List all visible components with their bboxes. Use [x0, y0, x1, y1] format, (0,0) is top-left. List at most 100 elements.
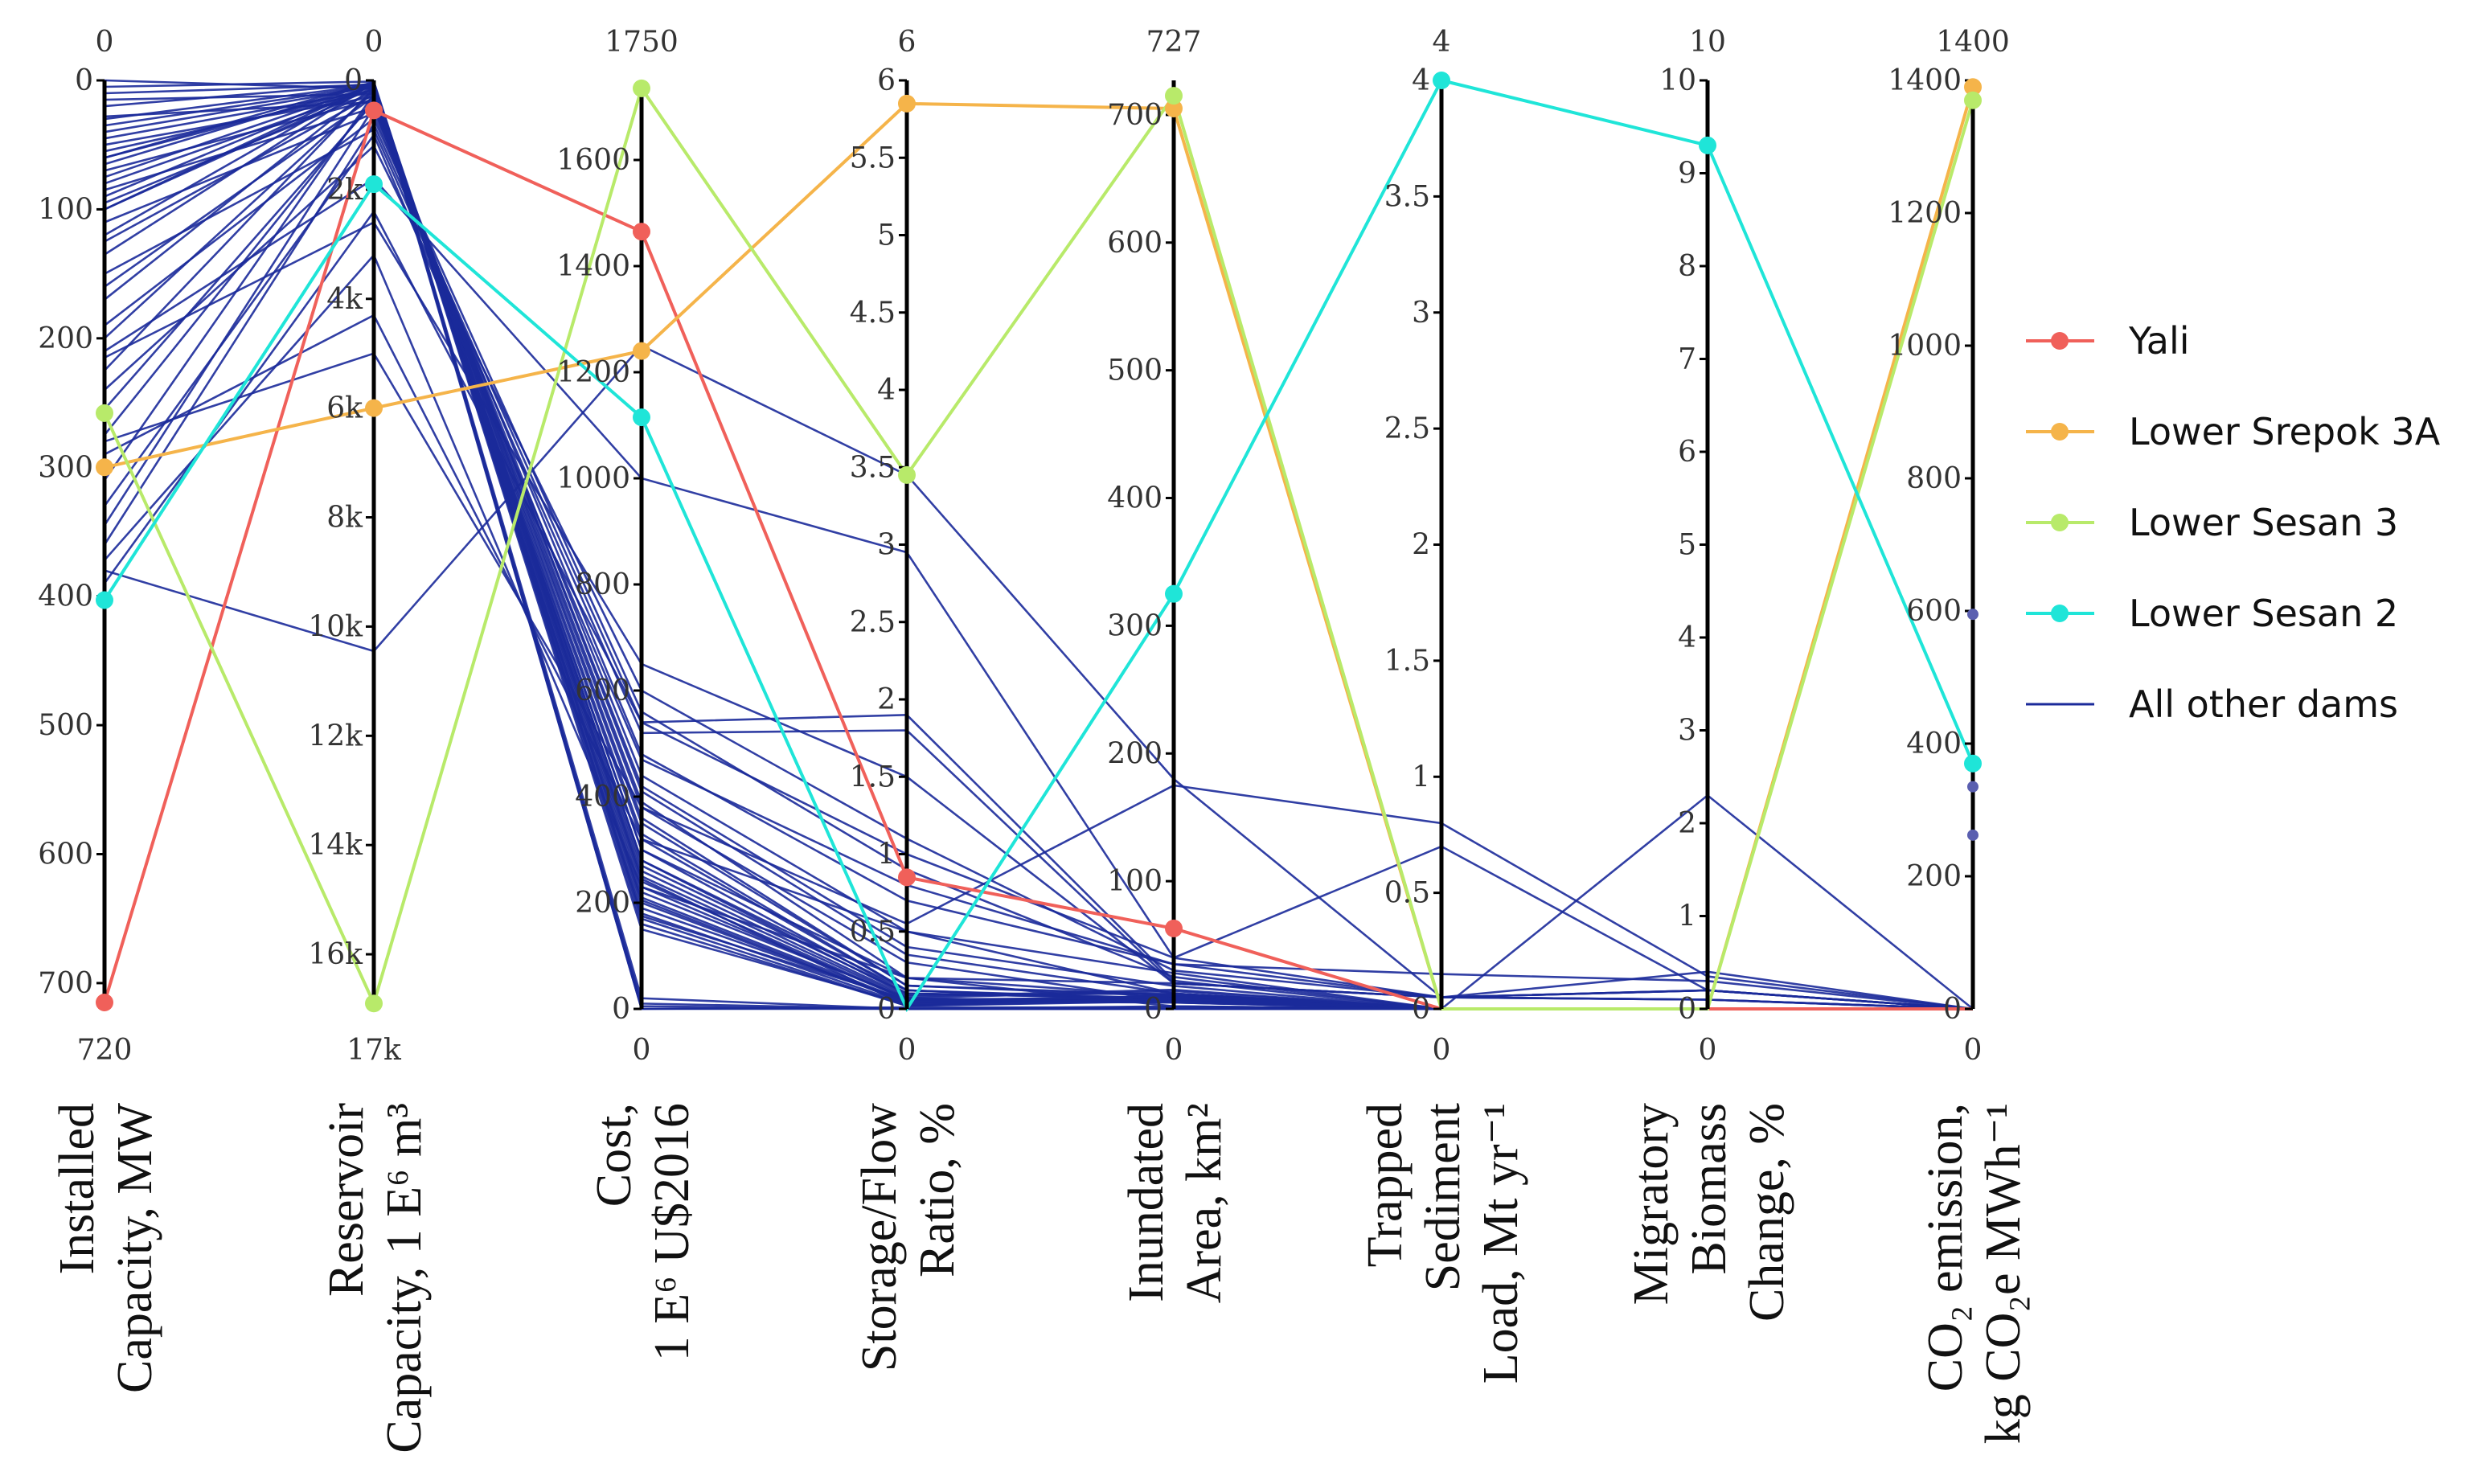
series-point — [633, 408, 650, 427]
axis-title-line: CO₂ emission, — [1918, 1103, 1973, 1392]
other-dam-line — [104, 352, 1974, 1011]
series-point — [1964, 754, 1982, 773]
axis-tick-label: 800 — [575, 568, 630, 601]
legend-swatch-marker — [2051, 514, 2069, 531]
axis-tick-label: 0 — [344, 64, 363, 97]
series-point — [898, 94, 916, 113]
axis-tick-label: 700 — [1107, 99, 1162, 132]
axis-tick-label: 100 — [1107, 865, 1162, 898]
axis-top-label: 1400 — [1936, 26, 2010, 59]
axis-tick-label: 1200 — [1888, 197, 1962, 230]
axis-tick-label: 0 — [75, 64, 93, 97]
axis-tick-label: 0.5 — [850, 916, 896, 949]
legend-swatch-marker — [2051, 605, 2069, 622]
axis-tick-label: 300 — [1107, 609, 1162, 642]
axis-tick-label: 0 — [612, 993, 630, 1026]
legend: Yali Lower Srepok 3A Lower Sesan 3 Lower Se… — [2026, 319, 2441, 726]
axis-tick-label: 0 — [1144, 993, 1162, 1026]
axis-title-line: Capacity, MW — [108, 1103, 162, 1393]
axis-tick-label: 0 — [1943, 993, 1962, 1026]
axis-tick-label: 600 — [575, 674, 630, 707]
axis-top-label: 0 — [365, 26, 383, 59]
series-point — [898, 868, 916, 887]
axis-top-label: 6 — [898, 26, 916, 59]
other-dam-co2-point — [1967, 781, 1978, 793]
legend-label: Lower Sesan 3 — [2129, 501, 2398, 544]
axis-tick-label: 3 — [1412, 297, 1430, 330]
series-point — [633, 342, 650, 360]
legend-label: Lower Sesan 2 — [2129, 592, 2398, 635]
axis-tick-label: 2.5 — [1384, 412, 1430, 445]
axis-tick-label: 200 — [575, 887, 630, 920]
axis-tick-label: 10k — [308, 610, 363, 643]
series-line-lower-sesan-3 — [103, 84, 1974, 1011]
axis-tick-label: 2k — [326, 174, 363, 207]
axis-title-line: Migratory — [1624, 1103, 1679, 1305]
axis-tick-label: 16k — [308, 938, 363, 971]
axis-bottom-label: 0 — [1165, 1034, 1183, 1067]
axis-tick-label: 700 — [38, 967, 93, 1000]
legend-swatch-marker — [2051, 423, 2069, 441]
axis-bottom-label: 0 — [1964, 1034, 1983, 1067]
axis-tick-label: 1400 — [1888, 64, 1962, 97]
axis-tick-label: 1 — [1412, 760, 1430, 793]
axis-tick-label: 5.5 — [850, 141, 896, 174]
axis-tick-label: 800 — [1906, 462, 1962, 495]
axes: 0100200300400500600700072002k4k6k8k10k12… — [38, 26, 2010, 1067]
axis-tick-label: 1200 — [556, 356, 630, 389]
axis-top-label: 10 — [1689, 26, 1726, 59]
axis-title-line: kg CO₂e MWh⁻¹ — [1976, 1103, 2031, 1444]
axis-tick-label: 400 — [1906, 728, 1962, 760]
series-point — [1964, 78, 1982, 96]
legend-swatch-marker — [2051, 332, 2069, 350]
series-point — [633, 79, 650, 97]
axis-tick-label: 6 — [877, 64, 896, 97]
axis-tick-label: 6k — [326, 392, 363, 425]
series-point — [633, 223, 650, 241]
axis-title-line: Trapped — [1358, 1103, 1413, 1267]
axis-tick-label: 3 — [1678, 715, 1696, 748]
axis-tick-label: 200 — [38, 322, 93, 355]
series-point — [365, 101, 383, 120]
axis-title-line: Ratio, % — [910, 1103, 965, 1277]
series-line-lower-sesan-2 — [103, 78, 1974, 1013]
axis-tick-label: 1000 — [1888, 330, 1962, 363]
axis-bottom-label: 0 — [1433, 1034, 1451, 1067]
axis-title-line: Installed — [50, 1103, 105, 1275]
series-point — [96, 404, 113, 422]
series-point — [1165, 584, 1183, 603]
other-dam-line — [104, 252, 1974, 1011]
axis-tick-label: 500 — [38, 709, 93, 742]
series-points — [96, 72, 1982, 1013]
axis-title-line: Inundated — [1119, 1103, 1174, 1302]
axis-tick-label: 5 — [1678, 529, 1696, 562]
axis-tick-label: 1 — [1678, 900, 1696, 933]
axis-tick-label: 400 — [38, 580, 93, 613]
axis-tick-label: 400 — [1107, 482, 1162, 515]
series-point — [1165, 87, 1183, 105]
axis-title-line: Reservoir — [319, 1103, 374, 1297]
axis-tick-label: 1.5 — [1384, 645, 1430, 678]
axis-bottom-label: 720 — [77, 1034, 133, 1067]
axis-tick-label: 600 — [1906, 595, 1962, 628]
axis-tick-label: 0 — [1412, 993, 1430, 1026]
legend-label: Lower Srepok 3A — [2129, 410, 2441, 453]
axis-title-line: Storage/Flow — [852, 1103, 907, 1371]
axis-tick-label: 600 — [1107, 227, 1162, 260]
series-point — [1165, 919, 1183, 937]
axis-top-label: 4 — [1433, 26, 1451, 59]
axis-title-line: Biomass — [1682, 1103, 1737, 1275]
axis-tick-label: 400 — [575, 781, 630, 814]
axis-tick-label: 7 — [1678, 343, 1696, 376]
axis-top-label: 1750 — [605, 26, 679, 59]
axis-tick-label: 4 — [1678, 621, 1696, 654]
series-point — [1433, 72, 1450, 89]
axis-top-label: 727 — [1146, 26, 1202, 59]
axis-tick-label: 2.5 — [850, 606, 896, 639]
series-point — [365, 399, 383, 417]
series-point — [96, 458, 113, 477]
axis-tick-label: 1 — [877, 838, 896, 871]
axis-tick-label: 5 — [877, 219, 896, 252]
other-dam-co2-point — [1967, 829, 1978, 841]
series-lines — [103, 78, 1974, 1013]
